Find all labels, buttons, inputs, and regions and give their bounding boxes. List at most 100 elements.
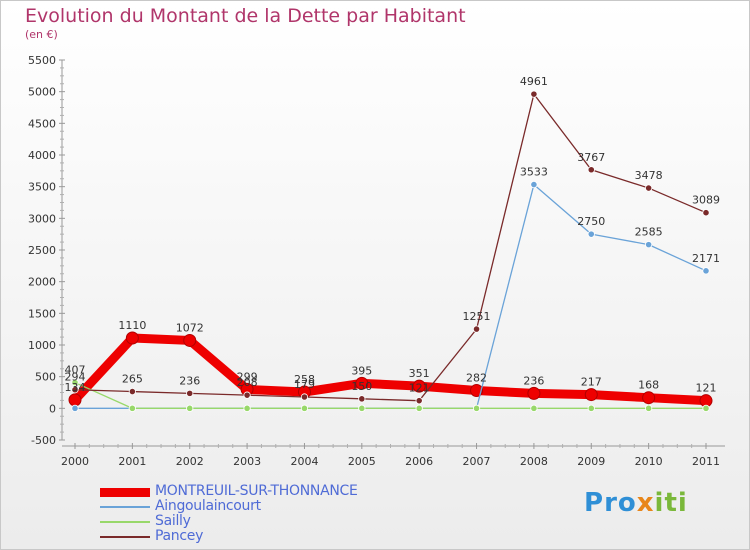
series-sailly — [71, 378, 710, 412]
data-point — [702, 209, 710, 217]
data-point — [415, 397, 423, 405]
data-point — [186, 389, 194, 397]
data-point — [243, 404, 251, 412]
data-point — [71, 386, 79, 394]
x-tick-label: 2006 — [405, 455, 433, 468]
brand-letter: r — [604, 488, 618, 518]
data-label: 407 — [65, 364, 86, 377]
x-tick-label: 2004 — [290, 455, 318, 468]
y-tick-label: 2500 — [28, 244, 56, 257]
data-label: 236 — [523, 374, 544, 387]
legend-label: Aingoulaincourt — [155, 498, 261, 514]
data-label: 1251 — [463, 310, 491, 323]
data-point — [71, 378, 79, 387]
data-point — [645, 184, 653, 192]
y-tick-label: 3000 — [28, 212, 56, 225]
data-label: 395 — [351, 364, 372, 377]
chart-unit: (en €) — [25, 28, 58, 41]
data-label: 150 — [351, 380, 372, 393]
data-label: 236 — [179, 374, 200, 387]
brand-letter: P — [584, 488, 605, 518]
data-label: 2171 — [692, 252, 720, 265]
data-label: 299 — [237, 370, 258, 383]
data-label: 179 — [294, 378, 315, 391]
x-tick-label: 2005 — [348, 455, 376, 468]
y-tick-label: 1000 — [28, 339, 56, 352]
x-tick-label: 2000 — [61, 455, 89, 468]
y-tick-label: -500 — [31, 434, 56, 447]
series-pancey — [71, 90, 710, 405]
data-label: 351 — [409, 367, 430, 380]
x-tick-label: 2007 — [463, 455, 491, 468]
series-aingoulaincourt — [71, 180, 710, 412]
data-label: 121 — [409, 382, 430, 395]
brand-letter: i — [677, 488, 688, 518]
legend-label: MONTREUIL-SUR-THONNANCE — [155, 483, 358, 499]
data-label: 4961 — [520, 75, 548, 88]
data-point — [702, 267, 710, 275]
y-tick-label: 500 — [35, 371, 56, 384]
data-point — [472, 325, 481, 333]
data-point — [355, 376, 369, 390]
data-label: 134 — [65, 381, 86, 394]
data-label: 121 — [696, 382, 717, 395]
x-tick-label: 2002 — [176, 455, 204, 468]
data-point — [642, 391, 656, 405]
legend-swatch — [100, 521, 150, 523]
data-label: 3767 — [577, 151, 605, 164]
y-tick-label: 0 — [49, 402, 56, 415]
data-point — [587, 166, 595, 174]
data-point — [587, 230, 595, 238]
x-tick-label: 2003 — [233, 455, 261, 468]
y-tick-label: 4500 — [28, 117, 56, 130]
data-label: 1110 — [118, 319, 146, 332]
data-point — [128, 404, 136, 412]
brand-letter: i — [654, 488, 665, 518]
data-label: 265 — [122, 373, 143, 386]
x-tick-label: 2008 — [520, 455, 548, 468]
brand-letter: o — [617, 488, 637, 518]
y-tick-label: 1500 — [28, 307, 56, 320]
data-point — [645, 404, 653, 412]
data-point — [587, 404, 595, 412]
series-line — [74, 93, 707, 402]
data-label: 282 — [466, 371, 487, 384]
y-tick-label: 5500 — [28, 54, 56, 67]
series-line — [74, 381, 707, 409]
x-tick-label: 2010 — [635, 455, 663, 468]
series-montreuil-sur-thonnance — [68, 331, 713, 408]
data-label: 3478 — [635, 169, 663, 182]
brand-letter: t — [664, 488, 678, 518]
y-tick-label: 5000 — [28, 86, 56, 99]
data-label: 1072 — [176, 321, 204, 334]
data-point — [68, 393, 82, 407]
data-point — [470, 383, 484, 397]
y-tick-label: 3500 — [28, 181, 56, 194]
x-tick-label: 2001 — [118, 455, 146, 468]
data-label: 217 — [581, 376, 602, 389]
legend-swatch — [100, 506, 150, 508]
data-point — [125, 331, 139, 345]
legend-swatch — [100, 487, 150, 497]
data-point — [183, 333, 197, 347]
data-point — [358, 395, 366, 403]
legend-label: Pancey — [155, 528, 204, 544]
brand-letter: x — [636, 488, 655, 518]
data-point — [645, 241, 653, 249]
legend-swatch — [100, 536, 150, 538]
y-tick-label: 2000 — [28, 276, 56, 289]
data-point — [71, 404, 79, 412]
data-label: 2750 — [577, 215, 605, 228]
data-point — [530, 404, 538, 412]
data-point — [415, 404, 423, 412]
series-line — [70, 333, 711, 406]
data-point — [412, 379, 426, 393]
x-tick-label: 2011 — [692, 455, 720, 468]
data-point — [300, 393, 309, 401]
data-point — [358, 404, 366, 412]
x-tick-label: 2009 — [577, 455, 605, 468]
data-point — [584, 388, 598, 402]
data-point — [527, 386, 541, 400]
